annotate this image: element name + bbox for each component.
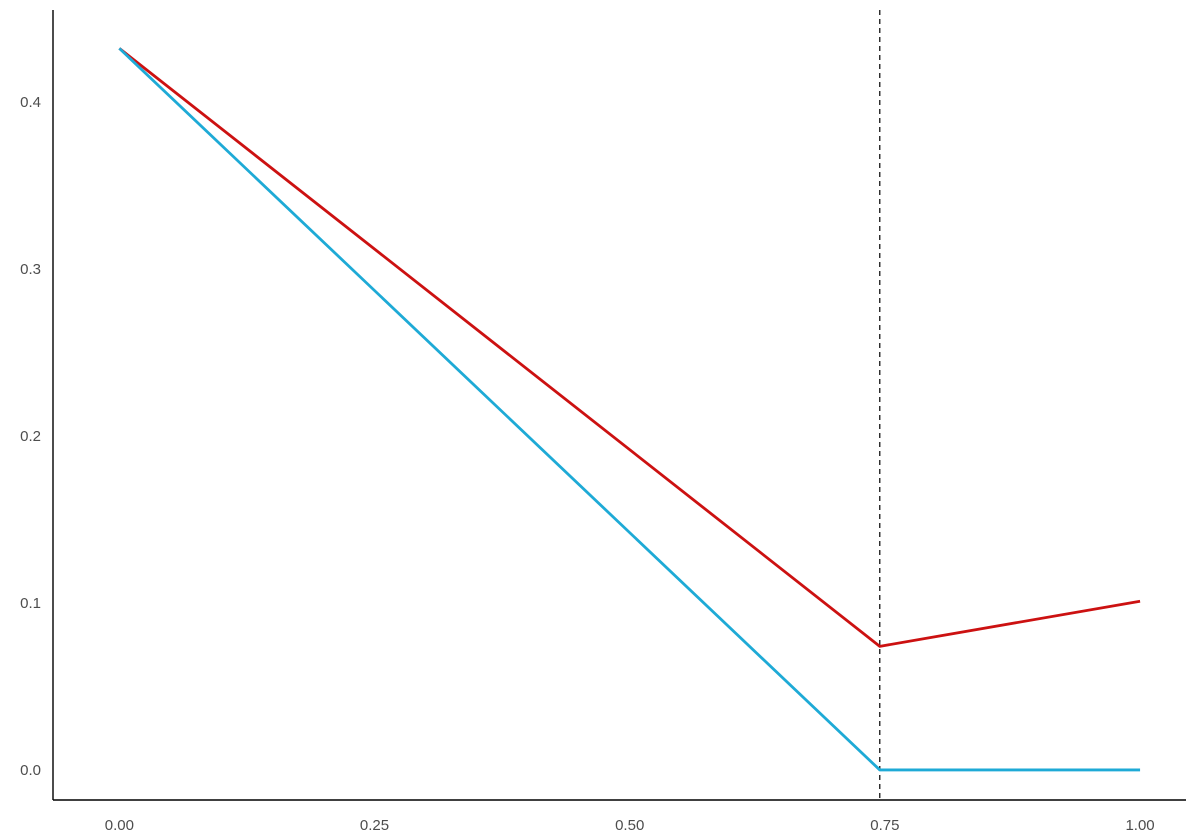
x-tick-label: 0.75 (870, 817, 899, 834)
x-tick-label: 0.50 (615, 817, 644, 834)
x-tick-label: 0.00 (105, 817, 134, 834)
plot-area (118, 10, 1141, 800)
x-tick-labels: 0.00 0.25 0.50 0.75 1.00 (105, 817, 1155, 834)
x-tick-label: 1.00 (1125, 817, 1154, 834)
y-tick-label: 0.1 (20, 595, 41, 612)
y-tick-label: 0.4 (20, 94, 41, 111)
series-line-1 (118, 47, 1141, 648)
series-line-2 (118, 47, 1141, 772)
x-tick-label: 0.25 (360, 817, 389, 834)
y-tick-labels: 0.0 0.1 0.2 0.3 0.4 (20, 94, 41, 779)
y-tick-label: 0.2 (20, 428, 41, 445)
y-tick-label: 0.3 (20, 261, 41, 278)
y-tick-label: 0.0 (20, 762, 41, 779)
